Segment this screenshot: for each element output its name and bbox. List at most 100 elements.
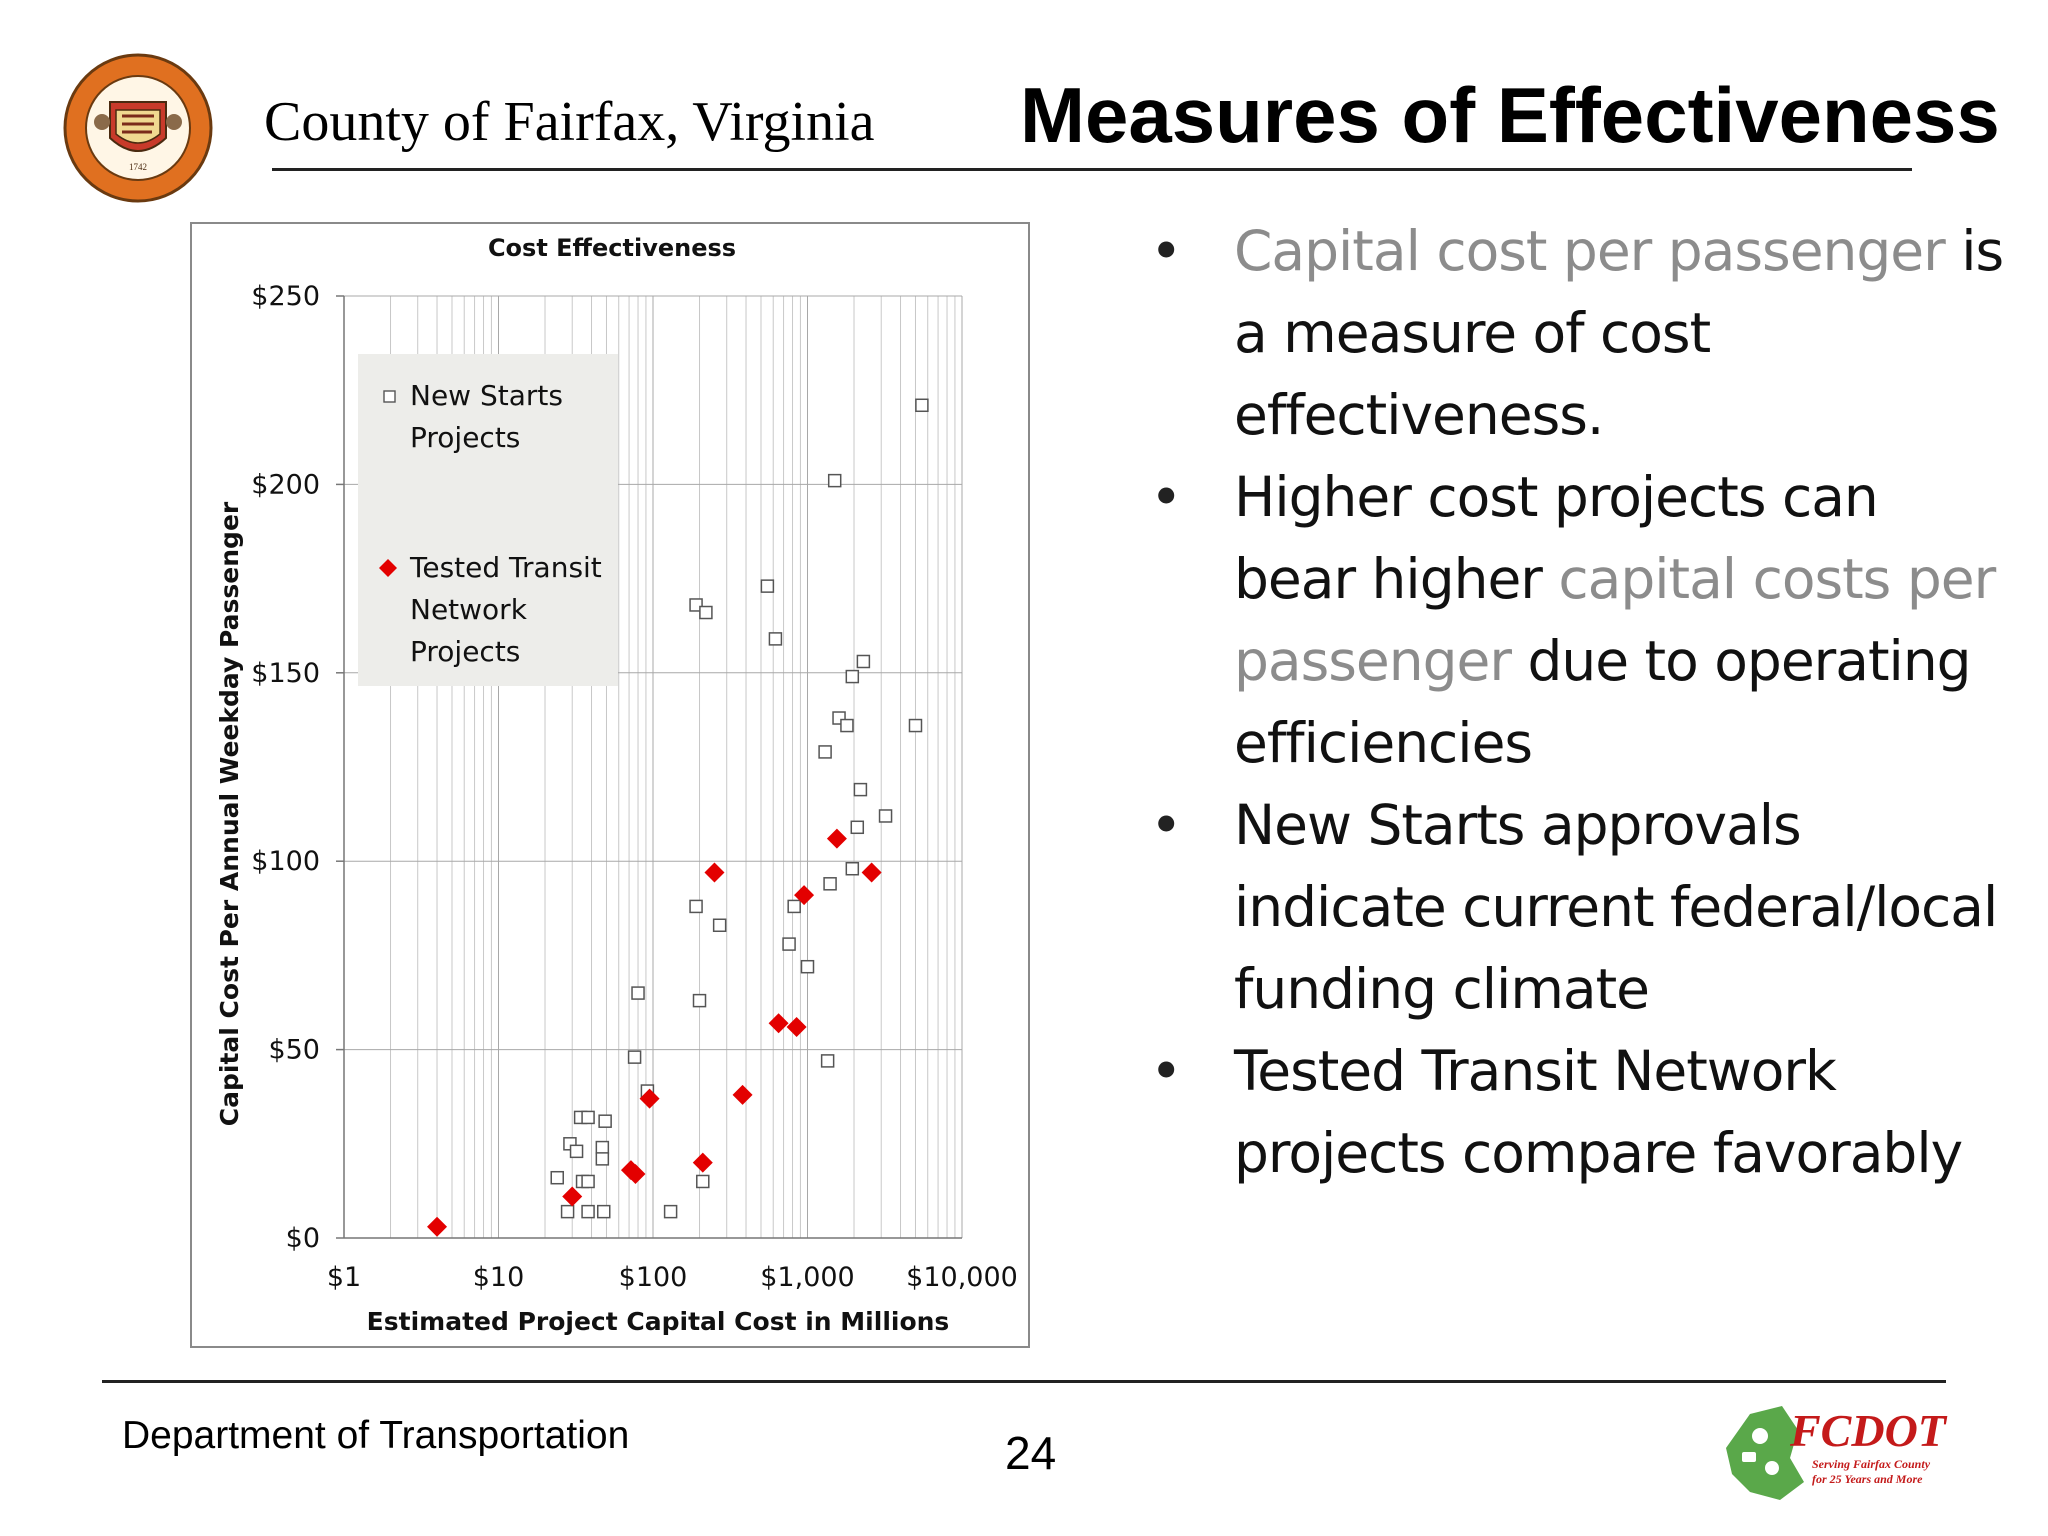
data-points [427, 398, 929, 1237]
new-starts-point [820, 1054, 835, 1068]
new-starts-point [581, 1204, 595, 1219]
fcdot-logo: FCDOT Serving Fairfax County for 25 Year… [1726, 1405, 1948, 1500]
legend-marker-new-starts [383, 390, 396, 403]
tested-transit-point [704, 862, 725, 883]
new-starts-point [845, 861, 860, 876]
page-number: 24 [1005, 1427, 1057, 1479]
new-starts-point [760, 579, 775, 593]
new-starts-point [569, 1144, 584, 1159]
slide-title: Measures of Effectiveness [1020, 71, 2000, 159]
new-starts-point [595, 1140, 610, 1155]
new-starts-point [853, 782, 868, 797]
y-tick-label: $0 [286, 1223, 320, 1254]
bullet-text: due to operating efficiencies [1234, 629, 1972, 775]
new-starts-point [768, 632, 783, 646]
new-starts-point [908, 718, 923, 733]
legend-box [358, 354, 618, 686]
chart-title: Cost Effectiveness [488, 234, 736, 262]
legend-marker-tested [379, 559, 397, 577]
y-axis-label: Capital Cost Per Annual Weekday Passenge… [215, 501, 244, 1126]
bullet-text: Higher cost projects can bear higher [1234, 465, 1879, 611]
bullet-list: • Capital cost per passenger is a measure… [1150, 210, 2010, 1194]
legend-label-tested: Tested Transit Network Projects [409, 551, 602, 668]
new-starts-point [856, 654, 871, 669]
new-starts-point [840, 718, 854, 733]
bullet-dot: • [1150, 219, 1182, 283]
county-name: County of Fairfax, Virginia [264, 91, 875, 153]
legend-tested-line1: Tested Transit [409, 551, 602, 584]
new-starts-point [627, 1050, 642, 1064]
tested-transit-point [794, 885, 815, 906]
new-starts-point [787, 899, 801, 914]
tested-transit-point [768, 1013, 789, 1034]
new-starts-point [689, 598, 703, 612]
new-starts-point [550, 1170, 564, 1185]
new-starts-point [689, 899, 703, 914]
tested-transit-point [639, 1088, 660, 1109]
bullet-item: • Higher cost projects can bear higher ca… [1150, 456, 2010, 784]
legend-label-new-starts: New Starts Projects [410, 379, 563, 454]
logo-tagline-2: for 25 Years and More [1812, 1472, 1923, 1486]
county-map-shape [1726, 1406, 1804, 1500]
logo-tagline-1: Serving Fairfax County [1812, 1457, 1931, 1471]
new-starts-point [712, 918, 727, 933]
x-axis-label: Estimated Project Capital Cost in Millio… [367, 1307, 950, 1336]
bullet-item: • Tested Transit Network projects compare… [1150, 1030, 2010, 1194]
new-starts-point [560, 1204, 575, 1219]
tested-transit-point [786, 1016, 807, 1037]
bullet-text: New Starts approvals indicate current fe… [1234, 793, 1998, 1021]
x-tick-label: $1 [327, 1262, 361, 1293]
y-tick-label: $100 [251, 846, 320, 877]
tested-transit-point [625, 1163, 646, 1184]
y-tick-label: $200 [251, 469, 320, 500]
chart-frame: Cost Effectiveness Capital Cost Per Annu… [190, 222, 1030, 1348]
new-starts-point [581, 1110, 595, 1125]
new-starts-point [823, 877, 837, 891]
seal-year: 1742 [129, 162, 147, 172]
legend-tested-line3: Projects [410, 635, 520, 668]
x-tick-label: $10,000 [906, 1262, 1018, 1293]
tested-transit-point [861, 862, 882, 883]
bullet-item: • Capital cost per passenger is a measure… [1150, 210, 2010, 456]
tested-transit-point [826, 828, 847, 849]
new-starts-point [878, 809, 893, 823]
bullet-text: Tested Transit Network projects compare … [1234, 1039, 1963, 1185]
new-starts-point [850, 820, 865, 835]
tested-transit-point [732, 1084, 753, 1105]
chart-legend: New Starts Projects Tested Transit Network… [358, 354, 618, 686]
x-tick-labels: $1 $10 $100 $1,000 $10,000 [327, 1262, 1018, 1293]
x-tick-label: $1,000 [760, 1262, 854, 1293]
new-starts-point [595, 1152, 610, 1166]
department-name: Department of Transportation [122, 1414, 630, 1457]
new-starts-point [782, 937, 796, 951]
new-starts-point [827, 473, 842, 488]
new-starts-point [915, 398, 929, 413]
new-starts-point [692, 993, 707, 1008]
y-tick-label: $150 [251, 658, 320, 689]
tested-transit-point [427, 1216, 448, 1237]
new-starts-point [598, 1114, 612, 1128]
new-starts-point [581, 1174, 595, 1189]
highlighted-phrase: Capital cost per passenger [1234, 219, 1946, 283]
bullet-dot: • [1150, 1039, 1182, 1103]
county-seal-logo: 1742 [63, 53, 213, 203]
bullet-dot: • [1150, 465, 1182, 529]
bullet-dot: • [1150, 793, 1182, 857]
header-divider [272, 168, 1912, 171]
bullet-item: • New Starts approvals indicate current f… [1150, 784, 2010, 1030]
highlighted-phrase: capital costs per passenger [1234, 547, 1996, 693]
legend-new-starts-line2: Projects [410, 421, 520, 454]
cost-effectiveness-chart: Cost Effectiveness Capital Cost Per Annu… [215, 234, 1018, 1336]
logo-wordmark: FCDOT [1789, 1405, 1948, 1456]
new-starts-point [818, 745, 832, 759]
new-starts-point [597, 1204, 611, 1219]
y-tick-label: $50 [268, 1035, 320, 1066]
new-starts-point [699, 605, 713, 620]
legend-new-starts-line1: New Starts [410, 379, 563, 412]
new-starts-point [845, 669, 860, 684]
legend-tested-line2: Network [410, 593, 528, 626]
new-starts-point [800, 959, 815, 974]
x-tick-label: $100 [619, 1262, 688, 1293]
tested-transit-point [692, 1152, 713, 1173]
bullet-text: is a measure of cost effectiveness. [1234, 219, 2004, 447]
